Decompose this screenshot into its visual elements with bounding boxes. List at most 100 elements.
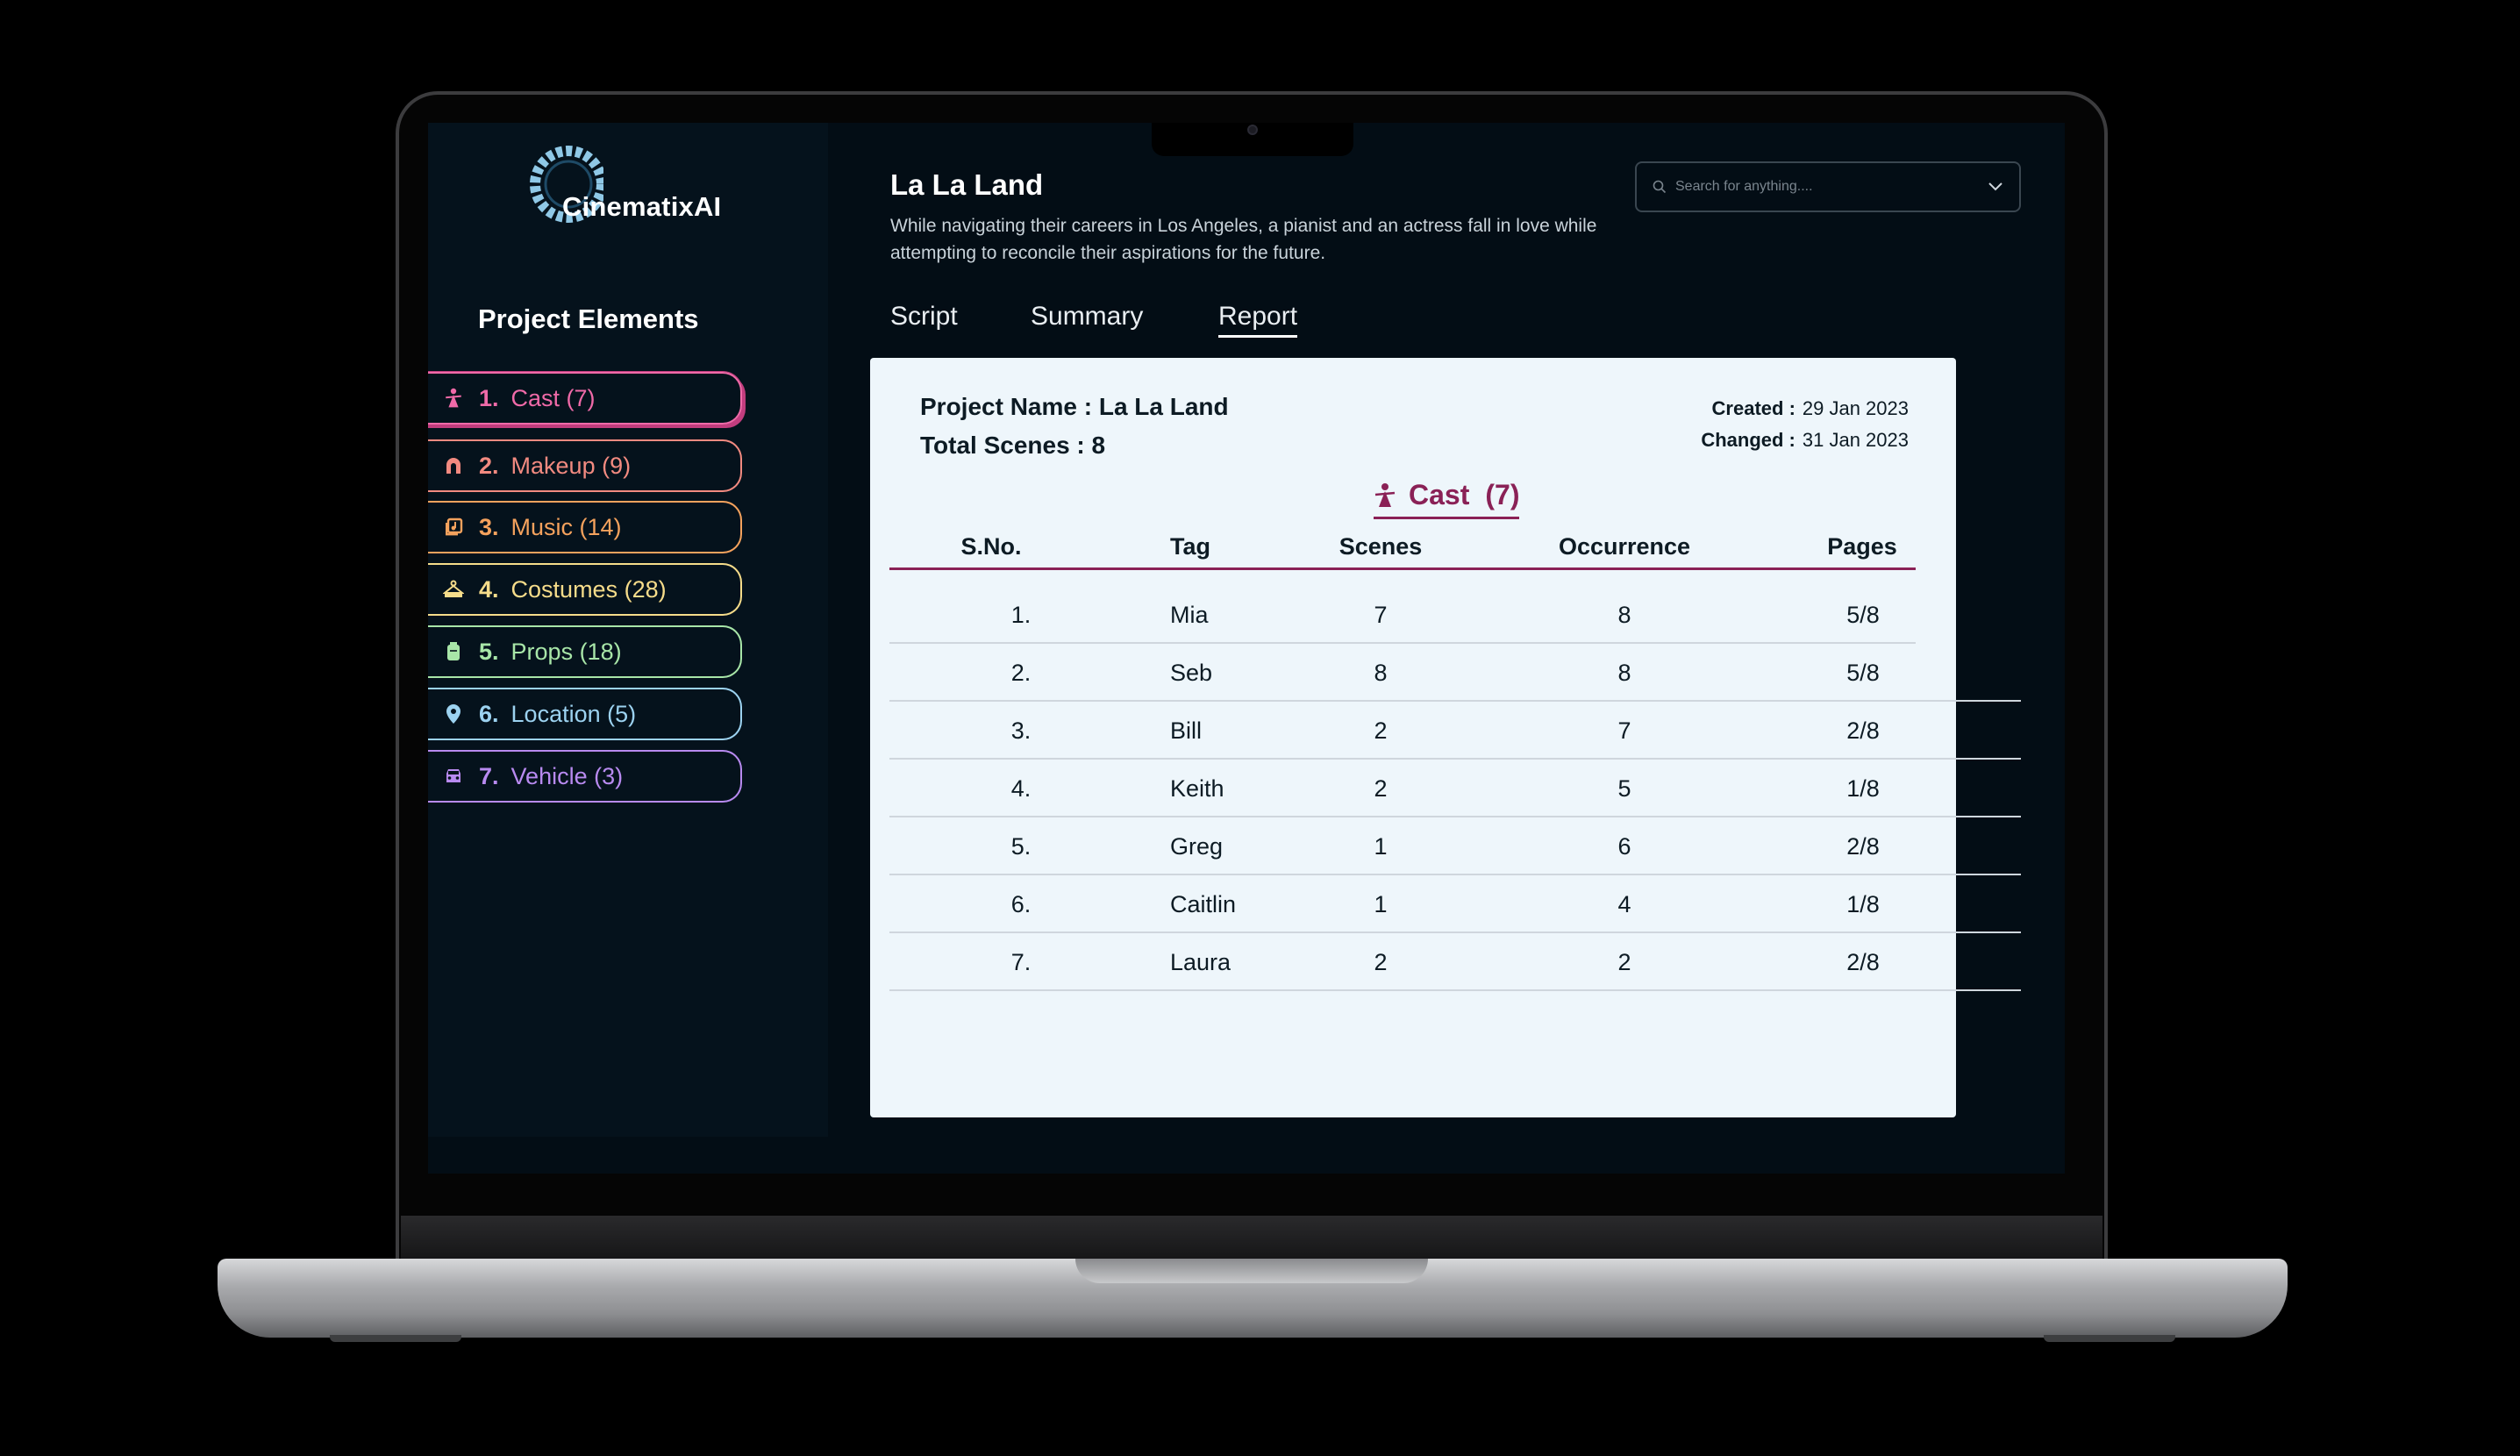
cell-pages: 2/8 xyxy=(1846,717,1880,744)
table-row[interactable]: 1. Mia 7 8 5/8 xyxy=(889,586,1916,644)
changed-value: 31 Jan 2023 xyxy=(1802,429,1909,451)
sidebar-item-number: 3. xyxy=(479,513,499,540)
cell-occurrence: 7 xyxy=(1617,717,1631,744)
search-icon xyxy=(1653,180,1667,194)
cell-pages: 1/8 xyxy=(1846,891,1880,917)
sidebar-item-number: 7. xyxy=(479,762,499,789)
cell-occurrence: 5 xyxy=(1617,775,1631,802)
app-logo[interactable]: CinematixAI xyxy=(530,142,863,230)
report-card: Project Name : La La Land Total Scenes :… xyxy=(870,358,2021,1117)
cell-tag: Mia xyxy=(1170,602,1209,628)
cell-pages: 1/8 xyxy=(1846,775,1880,802)
search-box[interactable] xyxy=(1635,161,2021,212)
sidebar: CinematixAI Project Elements 1. Cast (7) 2… xyxy=(428,123,828,1137)
cell-tag: Greg xyxy=(1170,833,1224,860)
sidebar-item-number: 4. xyxy=(479,575,499,603)
section-count: (7) xyxy=(1485,479,1520,510)
cell-pages: 5/8 xyxy=(1846,602,1880,628)
tab-summary[interactable]: Summary xyxy=(1031,302,1144,331)
sidebar-item-label: Props (18) xyxy=(510,638,622,665)
cell-sno: 6. xyxy=(1010,891,1032,917)
section-heading: Cast (7) xyxy=(1374,475,1520,519)
laptop-foot-left xyxy=(330,1335,461,1342)
column-header-scenes: Scenes xyxy=(1339,533,1423,560)
sidebar-item-number: 6. xyxy=(479,700,499,727)
camera-icon xyxy=(1247,125,1258,135)
table-row[interactable]: 2. Seb 8 8 5/8 xyxy=(889,644,2021,702)
column-header-sno: S.No. xyxy=(960,533,1022,560)
sidebar-item-music[interactable]: 3. Music (14) xyxy=(428,501,742,553)
cell-sno: 2. xyxy=(1010,660,1032,686)
props-icon xyxy=(442,640,465,663)
cell-scenes: 7 xyxy=(1374,602,1388,628)
created-label: Created : xyxy=(1711,397,1795,419)
column-header-occurrence: Occurrence xyxy=(1558,533,1691,560)
cell-pages: 2/8 xyxy=(1846,949,1880,975)
search-input[interactable] xyxy=(1675,179,1988,195)
section-title: Cast xyxy=(1409,479,1470,510)
column-header-pages: Pages xyxy=(1827,533,1897,560)
sidebar-item-makeup[interactable]: 2. Makeup (9) xyxy=(428,439,742,492)
sidebar-item-label: Location (5) xyxy=(510,700,637,727)
cell-sno: 4. xyxy=(1010,775,1032,802)
table-row[interactable]: 6. Caitlin 1 4 1/8 xyxy=(889,875,2021,933)
cell-pages: 5/8 xyxy=(1846,660,1880,686)
sidebar-item-label: Cast (7) xyxy=(510,384,596,411)
vehicle-icon xyxy=(442,765,465,788)
location-icon xyxy=(442,703,465,725)
total-scenes: Total Scenes : 8 xyxy=(920,432,1106,459)
sidebar-item-cast[interactable]: 1. Cast (7) xyxy=(428,372,742,425)
table-row[interactable]: 7. Laura 2 2 2/8 xyxy=(889,933,2021,991)
project-name: Project Name : La La Land xyxy=(920,393,1229,420)
sidebar-item-label: Costumes (28) xyxy=(510,575,667,603)
sidebar-item-label: Makeup (9) xyxy=(510,452,632,479)
cell-tag: Bill xyxy=(1170,717,1203,744)
makeup-icon xyxy=(442,454,465,477)
cell-sno: 3. xyxy=(1010,717,1032,744)
cell-occurrence: 4 xyxy=(1617,891,1631,917)
music-icon xyxy=(442,516,465,539)
table-row[interactable]: 5. Greg 1 6 2/8 xyxy=(889,817,2021,875)
column-header-tag: Tag xyxy=(1170,533,1210,560)
sidebar-item-props[interactable]: 5. Props (18) xyxy=(428,625,742,678)
tab-report[interactable]: Report xyxy=(1218,302,1298,338)
table-row[interactable]: 3. Bill 2 7 2/8 xyxy=(889,702,2021,760)
cell-tag: Caitlin xyxy=(1170,891,1237,917)
cell-occurrence: 6 xyxy=(1617,833,1631,860)
sidebar-item-number: 2. xyxy=(479,452,499,479)
sidebar-item-vehicle[interactable]: 7. Vehicle (3) xyxy=(428,750,742,803)
cell-sno: 5. xyxy=(1010,833,1032,860)
sidebar-item-location[interactable]: 6. Location (5) xyxy=(428,688,742,740)
project-title: La La Land xyxy=(890,168,1044,201)
cell-tag: Seb xyxy=(1170,660,1213,686)
changed-row: Changed : 31 Jan 2023 xyxy=(1701,425,1909,456)
sidebar-item-label: Music (14) xyxy=(510,513,622,540)
cell-occurrence: 8 xyxy=(1617,660,1631,686)
cell-occurrence: 2 xyxy=(1617,949,1631,975)
sidebar-item-costumes[interactable]: 4. Costumes (28) xyxy=(428,563,742,616)
sidebar-item-number: 1. xyxy=(479,384,499,411)
cast-icon xyxy=(442,387,465,410)
logo-reel-icon xyxy=(530,146,603,223)
sidebar-title: Project Elements xyxy=(478,303,699,334)
laptop-base-notch xyxy=(1075,1259,1428,1283)
table-header: S.No. Tag Scenes Occurrence Pages xyxy=(889,526,1916,570)
cell-scenes: 2 xyxy=(1374,717,1388,744)
table-row[interactable]: 4. Keith 2 5 1/8 xyxy=(889,760,2021,817)
created-row: Created : 29 Jan 2023 xyxy=(1701,393,1909,425)
cell-scenes: 2 xyxy=(1374,775,1388,802)
cell-occurrence: 8 xyxy=(1617,602,1631,628)
cell-tag: Laura xyxy=(1170,949,1231,975)
report-meta: Created : 29 Jan 2023 Changed : 31 Jan 202… xyxy=(1701,393,1909,456)
cell-tag: Keith xyxy=(1170,775,1224,802)
project-description: While navigating their careers in Los An… xyxy=(890,216,1597,263)
logo-text: CinematixAI xyxy=(562,191,722,222)
chevron-down-icon[interactable] xyxy=(1988,182,2003,192)
cell-sno: 7. xyxy=(1010,949,1032,975)
tab-script[interactable]: Script xyxy=(890,302,958,331)
cell-sno: 1. xyxy=(1010,602,1032,628)
cell-pages: 2/8 xyxy=(1846,833,1880,860)
changed-label: Changed : xyxy=(1701,429,1795,451)
created-value: 29 Jan 2023 xyxy=(1802,397,1909,419)
app-screen: CinematixAI Project Elements 1. Cast (7) 2… xyxy=(428,123,2065,1174)
